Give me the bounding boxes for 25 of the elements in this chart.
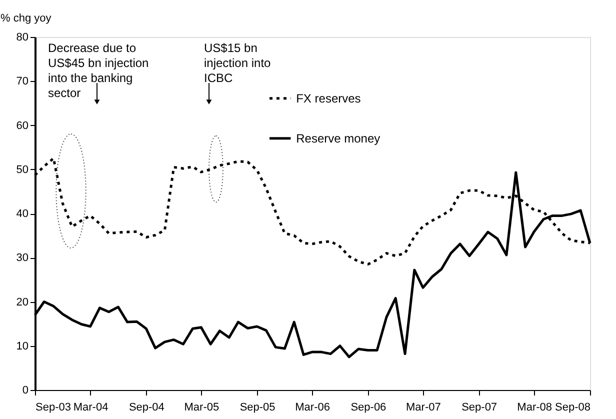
y-tick-label: 40: [16, 208, 28, 220]
x-tick-label: Sep-08: [555, 402, 590, 414]
annotation: US$15 bn injection into ICBC: [204, 41, 272, 85]
y-tick-label: 10: [16, 340, 28, 352]
x-tick-label: Sep-05: [240, 402, 276, 414]
x-tick-label: Mar-08: [517, 402, 552, 414]
y-axis-title: % chg yoy: [0, 12, 52, 24]
x-tick-label: Mar-06: [295, 402, 330, 414]
x-tick-label: Mar-05: [184, 402, 220, 414]
y-tick-label: 30: [16, 252, 28, 264]
x-tick-label: Mar-04: [73, 402, 108, 414]
y-tick-label: 20: [16, 296, 28, 308]
x-tick-label: Sep-06: [350, 402, 386, 414]
y-tick-label: 50: [16, 164, 28, 176]
legend-label: FX reserves: [296, 91, 361, 106]
y-tick-label: 0: [22, 384, 28, 396]
x-tick-label: Sep-03: [36, 402, 71, 414]
y-tick-label: 70: [16, 76, 28, 88]
x-tick-label: Mar-07: [406, 402, 441, 414]
y-tick-label: 80: [16, 32, 28, 44]
legend-label: Reserve money: [296, 131, 380, 146]
y-tick-label: 60: [16, 120, 28, 132]
x-tick-label: Sep-07: [462, 402, 498, 414]
x-tick-label: Sep-04: [128, 402, 164, 414]
annotation: Decrease due to US$45 bn injection into the banking sector: [48, 41, 149, 100]
